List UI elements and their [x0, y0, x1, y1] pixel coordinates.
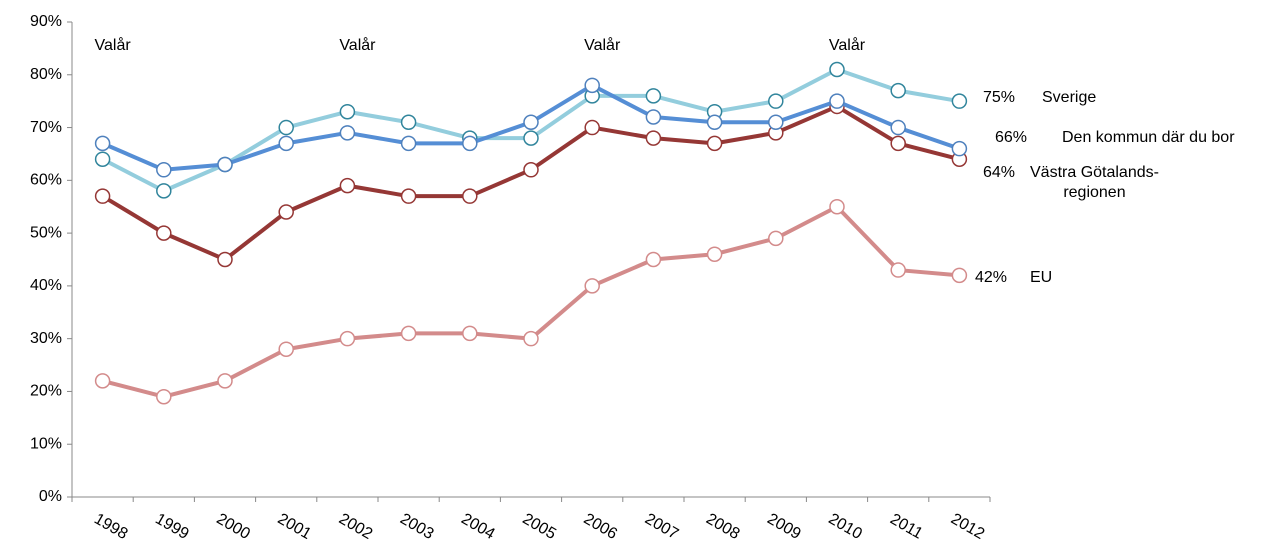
- y-tick-label: 60%: [30, 172, 62, 189]
- data-point: [951, 93, 968, 109]
- data-point: [584, 119, 600, 136]
- data-point: [706, 114, 723, 131]
- data-point: [156, 388, 172, 405]
- x-tick-label: 2007: [642, 510, 681, 543]
- data-point: [156, 162, 172, 178]
- data-point: [217, 373, 233, 389]
- data-point: [951, 267, 968, 284]
- value-label: 42%: [975, 269, 1008, 286]
- data-point: [890, 82, 906, 99]
- data-point: [584, 278, 600, 294]
- data-point: [890, 262, 906, 278]
- data-point: [339, 125, 356, 141]
- data-point: [829, 198, 845, 215]
- data-point: [94, 151, 111, 167]
- y-tick-label: 40%: [30, 277, 62, 294]
- x-tick-label: 2012: [948, 510, 987, 543]
- data-point: [523, 114, 539, 131]
- y-tick-label: 80%: [30, 66, 62, 83]
- data-point: [768, 230, 784, 247]
- data-point: [706, 246, 723, 262]
- value-label: 66%: [995, 129, 1028, 146]
- series-label: Västra Götalands- regionen: [1030, 164, 1159, 201]
- series-label: Sverige: [1042, 89, 1097, 106]
- data-point: [645, 109, 662, 125]
- data-point: [890, 135, 906, 152]
- data-point: [400, 135, 417, 152]
- data-point: [217, 251, 233, 268]
- data-point: [156, 183, 172, 199]
- data-point: [523, 330, 539, 347]
- x-tick-label: 2000: [213, 510, 252, 543]
- x-tick-label: 2009: [764, 510, 803, 543]
- y-tick-label: 10%: [30, 435, 62, 452]
- data-point: [645, 88, 662, 104]
- value-label: 75%: [983, 89, 1016, 106]
- data-point: [829, 61, 845, 78]
- data-point: [584, 77, 600, 94]
- data-point: [645, 251, 662, 268]
- data-point: [339, 177, 356, 194]
- data-point: [94, 188, 111, 204]
- data-point: [278, 341, 294, 357]
- annotation: Valår: [339, 36, 376, 54]
- x-tick-label: 2001: [275, 510, 314, 543]
- data-point: [400, 114, 417, 131]
- value-label: 64%: [983, 164, 1016, 181]
- x-tick-label: 2004: [458, 510, 497, 543]
- x-tick-label: 2005: [519, 510, 558, 543]
- x-tick-label: 2006: [581, 510, 620, 543]
- annotation: Valår: [584, 36, 621, 54]
- data-point: [645, 130, 662, 146]
- y-tick-label: 20%: [30, 383, 62, 400]
- data-point: [278, 119, 294, 136]
- y-tick-label: 70%: [30, 119, 62, 136]
- data-point: [462, 135, 478, 152]
- data-point: [829, 93, 845, 109]
- data-point: [94, 135, 111, 152]
- x-tick-label: 1999: [152, 510, 191, 543]
- data-point: [462, 325, 478, 342]
- y-tick-label: 30%: [30, 330, 62, 347]
- data-point: [462, 188, 478, 204]
- data-point: [400, 325, 417, 342]
- x-tick-label: 2003: [397, 510, 436, 543]
- y-tick-label: 0%: [39, 488, 62, 505]
- series-label: Den kommun där du bor: [1062, 129, 1235, 146]
- data-point: [523, 130, 539, 146]
- data-point: [890, 119, 906, 136]
- x-tick-label: 2011: [887, 511, 925, 543]
- data-point: [400, 188, 417, 204]
- y-tick-label: 90%: [30, 13, 62, 30]
- data-point: [951, 140, 968, 157]
- x-tick-label: 2008: [703, 510, 742, 543]
- data-point: [278, 135, 294, 152]
- data-point: [706, 135, 723, 152]
- x-tick-label: 2010: [825, 510, 864, 543]
- y-tick-label: 50%: [30, 224, 62, 241]
- data-point: [217, 156, 233, 173]
- x-tick-label: 2002: [336, 510, 375, 543]
- data-point: [339, 103, 356, 120]
- series-line: [102, 204, 960, 399]
- data-point: [523, 162, 539, 178]
- data-point: [768, 93, 784, 109]
- data-point: [156, 225, 172, 241]
- annotation: Valår: [95, 36, 132, 54]
- annotation: Valår: [829, 36, 866, 54]
- series-label: EU: [1030, 269, 1053, 286]
- x-tick-label: 1998: [91, 510, 130, 543]
- data-point: [339, 330, 356, 347]
- data-point: [94, 373, 111, 389]
- data-point: [768, 114, 784, 131]
- data-point: [278, 204, 294, 220]
